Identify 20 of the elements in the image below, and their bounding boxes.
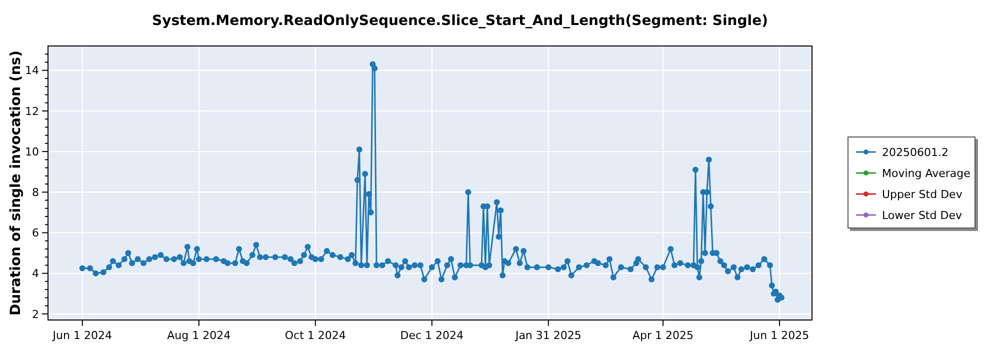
y-tick-label: 10 [25, 145, 39, 158]
x-tick-label: Jan 31 2025 [514, 329, 582, 342]
y-tick-label: 12 [25, 104, 39, 118]
x-tick-label: Jun 1 2025 [748, 329, 810, 342]
x-tick-label: Dec 1 2024 [400, 329, 464, 342]
chart-title: System.Memory.ReadOnlySequence.Slice_Start_And_Length(Segment: Single) [152, 13, 768, 29]
x-tick-label: Aug 1 2024 [167, 329, 231, 342]
x-tick-label: Apr 1 2025 [632, 329, 694, 342]
x-tick-label: Jun 1 2024 [52, 329, 112, 342]
y-axis-title: Duration of single invocation (ns) [8, 50, 24, 316]
legend-label: Upper Std Dev [882, 188, 963, 201]
legend-label: Lower Std Dev [882, 208, 962, 222]
legend-label: 20250601.2 [882, 146, 948, 159]
y-tick-label: 8 [32, 186, 39, 199]
legend-label: Moving Average [882, 166, 971, 180]
y-tick-label: 4 [32, 267, 39, 280]
y-tick-label: 2 [32, 308, 39, 321]
y-tick-label: 6 [32, 226, 39, 240]
y-tick-label: 14 [25, 64, 39, 78]
x-tick-label: Oct 1 2024 [284, 329, 346, 342]
